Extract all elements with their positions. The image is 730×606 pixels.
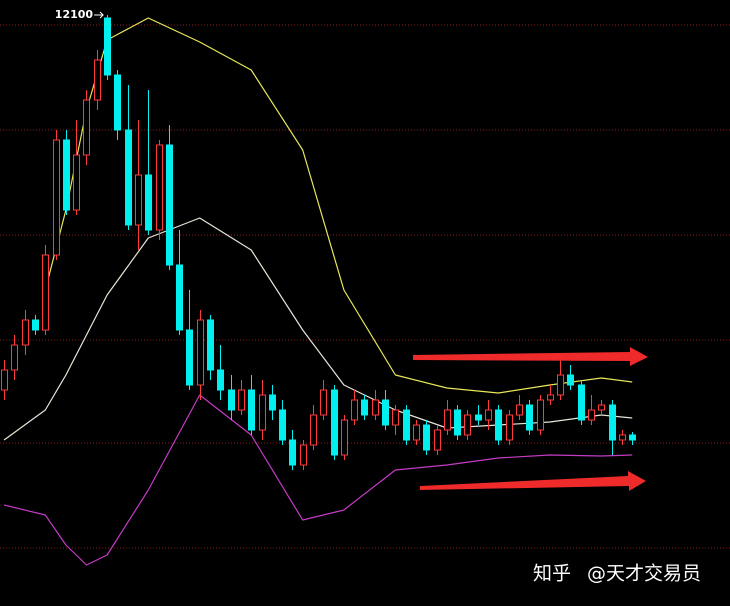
candle-body <box>423 424 430 451</box>
watermark: 知乎 <box>533 563 571 585</box>
candle-body <box>372 399 379 416</box>
candle-body <box>114 74 121 131</box>
candle-body <box>413 424 420 441</box>
candle-body <box>454 409 461 436</box>
candle-body <box>506 414 513 441</box>
candle-body <box>63 139 70 211</box>
candle-body <box>331 389 338 456</box>
candle-body <box>444 409 451 431</box>
candle-body <box>259 394 266 431</box>
arrow <box>420 471 646 491</box>
candle-body <box>248 389 255 431</box>
candle-body <box>310 414 317 446</box>
candle-body <box>53 139 60 256</box>
candle-body <box>11 344 18 371</box>
candle-body <box>145 174 152 231</box>
candle-body <box>104 17 111 76</box>
candle-body <box>320 389 327 416</box>
candle-body <box>629 434 636 441</box>
candle-body <box>217 369 224 391</box>
candle-body <box>197 319 204 386</box>
candle-body <box>42 254 49 331</box>
candle-body <box>526 404 533 431</box>
candle-body <box>475 414 482 421</box>
candle-body <box>186 329 193 386</box>
candle-body <box>361 399 368 416</box>
candle-body <box>166 144 173 266</box>
annotation-arrow <box>99 11 104 19</box>
candle-body <box>567 374 574 386</box>
candle-body <box>537 399 544 431</box>
candle-body <box>382 399 389 426</box>
candle-body <box>516 404 523 416</box>
candle-body <box>94 59 101 101</box>
candle-body <box>434 429 441 451</box>
band-line <box>3 217 633 441</box>
candle-body <box>156 144 163 231</box>
candle-body <box>1 369 8 391</box>
candle-body <box>588 409 595 421</box>
candle-body <box>269 394 276 411</box>
candle-body <box>495 409 502 441</box>
candle-body <box>557 374 564 396</box>
candle-body <box>238 389 245 411</box>
candle-body <box>289 439 296 466</box>
candle-body <box>609 404 616 441</box>
band-line <box>44 17 633 394</box>
band-line <box>3 394 633 566</box>
candle-body <box>341 419 348 456</box>
candle-body <box>598 404 605 411</box>
candle-body <box>207 319 214 371</box>
candle-body <box>176 264 183 331</box>
candle-body <box>73 154 80 211</box>
candle-body <box>547 394 554 401</box>
candle-body <box>578 384 585 421</box>
candle-body <box>392 409 399 426</box>
candle-body <box>300 444 307 466</box>
candle-body <box>485 409 492 421</box>
watermark: @天才交易员 <box>587 563 701 585</box>
candle-body <box>279 409 286 441</box>
candle-body <box>32 319 39 331</box>
candle-body <box>351 399 358 421</box>
arrow <box>413 347 648 366</box>
candle-body <box>83 99 90 156</box>
candle-body <box>135 174 142 226</box>
candle-body <box>228 389 235 411</box>
candle-body <box>125 129 132 226</box>
candle-body <box>464 414 471 436</box>
candle-body <box>403 409 410 441</box>
high-label: 12100 <box>55 8 94 21</box>
candle-body <box>22 319 29 346</box>
candle-body <box>619 434 626 441</box>
